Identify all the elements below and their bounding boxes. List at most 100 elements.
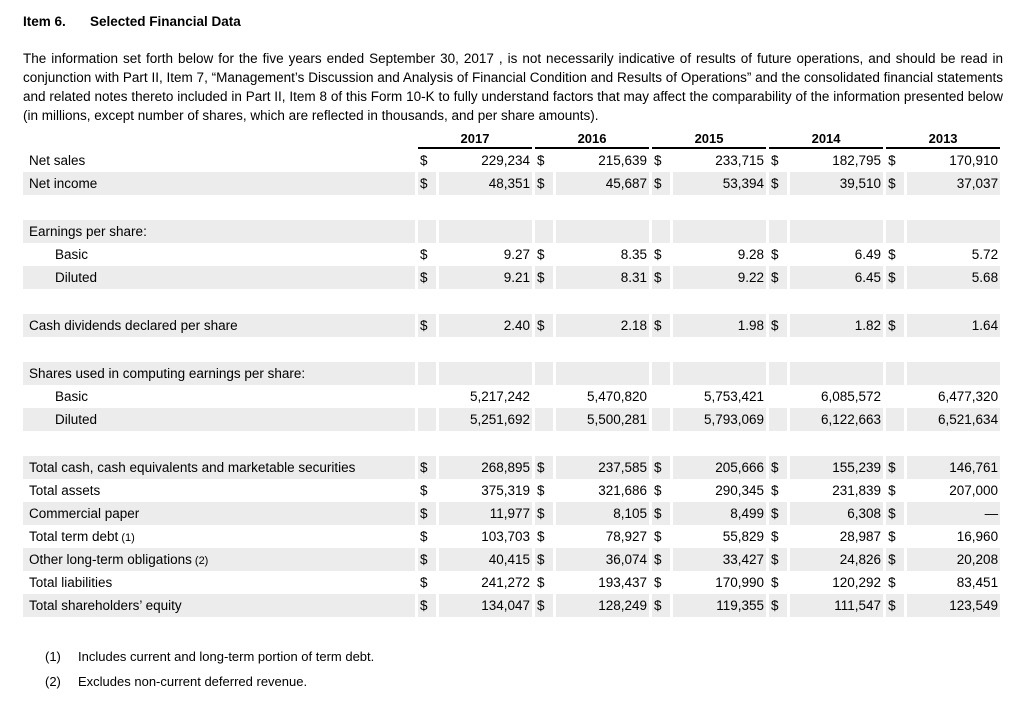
spacer-row [23, 289, 1000, 314]
footnote-text: Includes current and long-term portion o… [78, 649, 375, 664]
row-label: Total shareholders’ equity [23, 594, 415, 617]
spacer-cell [23, 431, 1000, 456]
section-title: Selected Financial Data [90, 14, 241, 29]
currency-symbol-cell: $ [769, 548, 788, 571]
footnote-text: Excludes non-current deferred revenue. [78, 674, 308, 689]
value-cell: 9.21 [439, 266, 533, 289]
currency-symbol-cell: $ [654, 575, 662, 590]
value-cell: 28,987 [839, 529, 882, 544]
currency-symbol-cell: $ [535, 548, 554, 571]
value-cell [556, 362, 650, 385]
value-cell: 229,234 [481, 153, 531, 168]
currency-symbol-cell: $ [771, 153, 779, 168]
item-number: Item 6. [23, 14, 66, 29]
table-row: Net sales $229,234 $215,639 $233,715 $182,79… [23, 149, 1000, 172]
currency-symbol-cell: $ [652, 172, 671, 195]
currency-symbol-cell: $ [535, 456, 554, 479]
value-cell [907, 362, 1001, 385]
currency-symbol-cell: $ [771, 483, 779, 498]
footnote: (2) Excludes non-current deferred revenue… [45, 675, 1003, 689]
value-cell [673, 362, 767, 385]
currency-symbol-cell: $ [652, 548, 671, 571]
row-label: Net sales [29, 153, 86, 168]
value-cell: 193,437 [598, 575, 648, 590]
currency-symbol-cell: $ [654, 247, 662, 262]
footnote: (1) Includes current and long-term portio… [45, 650, 1003, 664]
row-label: Total cash, cash equivalents and marketa… [23, 456, 415, 479]
table-row: Total shareholders’ equity $134,047 $128,2… [23, 594, 1001, 617]
selected-financial-data-table: 2017 2016 2015 2014 2013 Net sales $229,234 $2… [20, 131, 1003, 617]
row-label: Net income [23, 172, 415, 195]
currency-symbol-cell: $ [886, 594, 905, 617]
currency-symbol-cell [652, 408, 671, 431]
value-cell: 5.72 [971, 247, 999, 262]
currency-symbol-cell [652, 220, 671, 243]
value-cell: 5,793,069 [673, 408, 767, 431]
value-cell [439, 220, 533, 243]
value-cell: — [907, 502, 1001, 525]
currency-symbol-cell: $ [535, 266, 554, 289]
year-column-header: 2017 [418, 131, 533, 149]
currency-symbol-cell [418, 220, 436, 243]
currency-symbol-cell: $ [418, 456, 436, 479]
currency-symbol-cell: $ [652, 502, 671, 525]
table-row: Total liabilities $241,272 $193,437 $170,99… [23, 571, 1000, 594]
footnotes: (1) Includes current and long-term portio… [45, 650, 1003, 689]
year-header-row: 2017 2016 2015 2014 2013 [23, 131, 1001, 149]
value-cell [790, 362, 884, 385]
value-cell: 321,686 [598, 483, 648, 498]
table-row: Diluted $9.21 $8.31 $9.22 $6.45 $5.68 [23, 266, 1001, 289]
value-cell: 215,639 [598, 153, 648, 168]
value-cell: 207,000 [949, 483, 999, 498]
currency-symbol-cell: $ [418, 172, 436, 195]
value-cell: 182,795 [832, 153, 882, 168]
currency-symbol-cell [535, 362, 554, 385]
value-cell: 33,427 [673, 548, 767, 571]
value-cell: 5,470,820 [586, 389, 648, 404]
value-cell: 103,703 [481, 529, 531, 544]
document-page: Item 6. Selected Financial Data The infor… [0, 14, 1024, 703]
currency-symbol-cell [886, 385, 904, 408]
currency-symbol-cell [418, 362, 436, 385]
spacer-row [23, 431, 1000, 456]
currency-symbol-cell: $ [769, 172, 788, 195]
value-cell: 5,251,692 [439, 408, 533, 431]
value-cell: 290,345 [715, 483, 765, 498]
value-cell: 5,217,242 [469, 389, 531, 404]
table-row: Diluted 5,251,692 5,500,281 5,793,069 6,122,… [23, 408, 1001, 431]
value-cell: 2.40 [439, 314, 533, 337]
currency-symbol-cell [535, 408, 554, 431]
currency-symbol-cell: $ [654, 483, 662, 498]
currency-symbol-cell: $ [537, 575, 545, 590]
value-cell: 11,977 [439, 502, 533, 525]
spacer-cell [23, 337, 1000, 362]
value-cell: 2.18 [556, 314, 650, 337]
value-cell: 48,351 [439, 172, 533, 195]
row-label: Other long-term obligations (2) [23, 548, 415, 571]
currency-symbol-cell: $ [418, 594, 436, 617]
value-cell: 6,085,572 [821, 389, 882, 404]
year-column-header: 2013 [886, 131, 1001, 149]
value-cell: 120,292 [832, 575, 882, 590]
value-cell: 8.35 [620, 247, 648, 262]
currency-symbol-cell [535, 220, 554, 243]
value-cell: 78,927 [605, 529, 648, 544]
spacer-row [23, 195, 1000, 220]
currency-symbol-cell: $ [652, 456, 671, 479]
currency-symbol-cell: $ [420, 575, 428, 590]
currency-symbol-cell [418, 408, 436, 431]
section-heading: Item 6. Selected Financial Data [23, 14, 1003, 30]
currency-symbol-cell: $ [886, 548, 905, 571]
value-cell: 241,272 [481, 575, 531, 590]
value-cell: 1.98 [673, 314, 767, 337]
year-column-header: 2014 [769, 131, 884, 149]
value-cell: 40,415 [439, 548, 533, 571]
value-cell: 128,249 [556, 594, 650, 617]
value-cell: 5,500,281 [556, 408, 650, 431]
footnote-marker: (1) [118, 532, 135, 544]
table-row: Total term debt (1) $103,703 $78,927 $55,82… [23, 525, 1000, 548]
currency-symbol-cell [769, 220, 788, 243]
table-row: Net income $48,351 $45,687 $53,394 $39,510 $3… [23, 172, 1001, 195]
value-cell: 53,394 [673, 172, 767, 195]
table-row: Total cash, cash equivalents and marketa… [23, 456, 1001, 479]
